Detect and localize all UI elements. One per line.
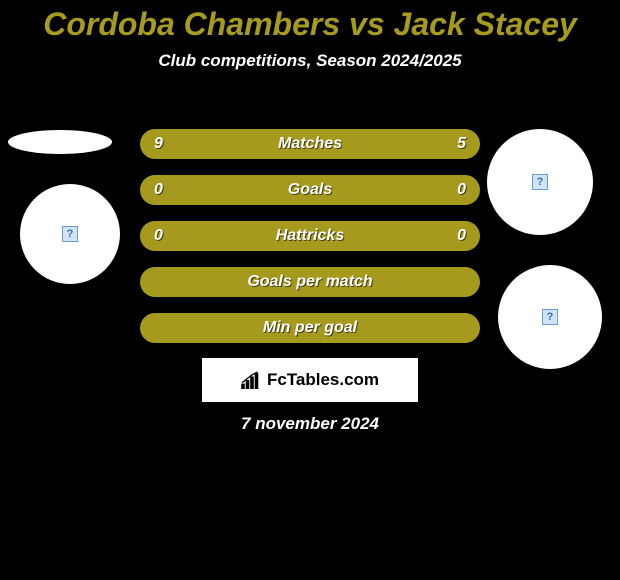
stat-row-min-per-goal: Min per goal — [140, 313, 480, 343]
stat-label: Goals — [140, 181, 480, 199]
stat-right-value: 0 — [457, 227, 466, 245]
player2-avatar-secondary: ? — [498, 265, 602, 369]
brand-logo-icon — [241, 371, 263, 389]
brand-text: FcTables.com — [267, 370, 379, 390]
page-title: Cordoba Chambers vs Jack Stacey — [0, 6, 620, 43]
date-text: 7 november 2024 — [0, 414, 620, 434]
stats-card: Cordoba Chambers vs Jack Stacey Club com… — [0, 6, 620, 580]
decorative-ellipse — [8, 130, 112, 154]
stat-label: Min per goal — [140, 319, 480, 337]
player1-avatar: ? — [20, 184, 120, 284]
image-placeholder-icon: ? — [532, 174, 548, 190]
image-placeholder-icon: ? — [62, 226, 78, 242]
stat-right-value: 0 — [457, 181, 466, 199]
stat-row-goals-per-match: Goals per match — [140, 267, 480, 297]
image-placeholder-icon: ? — [542, 309, 558, 325]
stat-label: Goals per match — [140, 273, 480, 291]
stat-row-goals: 0 Goals 0 — [140, 175, 480, 205]
stat-row-matches: 9 Matches 5 — [140, 129, 480, 159]
player2-avatar: ? — [487, 129, 593, 235]
stat-bars: 9 Matches 5 0 Goals 0 0 Hattricks 0 Goal… — [140, 129, 480, 359]
stat-right-value: 5 — [457, 135, 466, 153]
stat-row-hattricks: 0 Hattricks 0 — [140, 221, 480, 251]
page-subtitle: Club competitions, Season 2024/2025 — [0, 51, 620, 71]
stat-left-value: 0 — [154, 227, 163, 245]
stat-left-value: 0 — [154, 181, 163, 199]
stat-label: Hattricks — [140, 227, 480, 245]
brand-box: FcTables.com — [202, 358, 418, 402]
stat-label: Matches — [140, 135, 480, 153]
stat-left-value: 9 — [154, 135, 163, 153]
